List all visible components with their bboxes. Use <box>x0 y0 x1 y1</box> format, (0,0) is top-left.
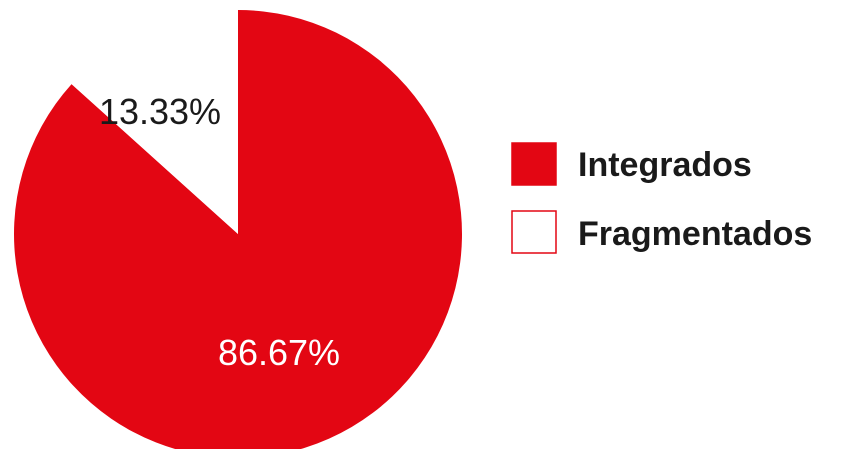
legend-label-fragmentados: Fragmentados <box>578 215 812 253</box>
slice-label-integrados: 86.67% <box>218 332 340 373</box>
pie-slice-integrados <box>14 10 462 449</box>
legend: Integrados Fragmentados <box>511 142 812 254</box>
slice-label-fragmentados: 13.33% <box>99 91 221 132</box>
legend-swatch-fragmentados <box>511 210 557 254</box>
legend-label-integrados: Integrados <box>578 146 752 184</box>
pie-slices <box>14 10 462 449</box>
legend-swatch-integrados <box>511 142 557 186</box>
legend-entry-integrados: Integrados <box>511 142 752 186</box>
pie-slice-fragmentados <box>71 10 238 234</box>
pie-slice-labels: 86.67% 13.33% <box>99 91 340 373</box>
legend-entry-fragmentados: Fragmentados <box>511 210 812 254</box>
